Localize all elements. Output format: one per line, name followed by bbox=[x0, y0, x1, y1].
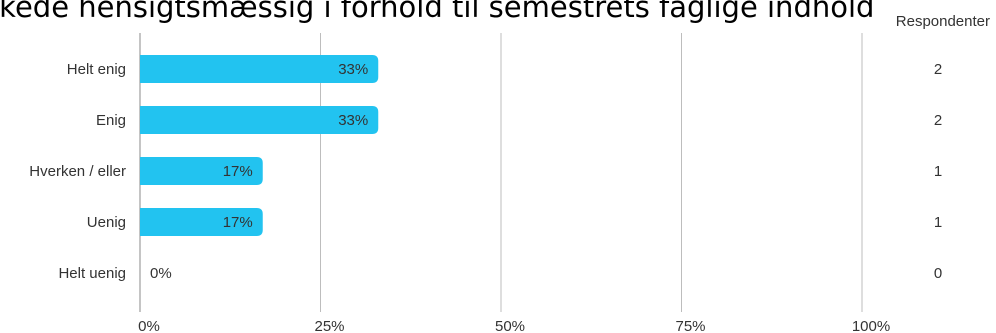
data-label: 17% bbox=[223, 214, 253, 231]
chart-title: Virkede hensigtsmæssig i forhold til sem… bbox=[0, 0, 875, 24]
bar bbox=[140, 55, 379, 83]
data-label: 33% bbox=[338, 112, 368, 129]
category-label: Helt enig bbox=[67, 61, 126, 78]
respondent-count: 2 bbox=[934, 112, 942, 129]
x-tick-label: 0% bbox=[138, 318, 160, 333]
data-label: 17% bbox=[223, 163, 253, 180]
category-label: Hverken / eller bbox=[29, 163, 126, 180]
x-tick-label: 75% bbox=[675, 318, 705, 333]
category-label: Enig bbox=[96, 112, 126, 129]
bar bbox=[140, 157, 263, 185]
respondents-header: Respondenter bbox=[895, 13, 990, 30]
respondent-count: 1 bbox=[934, 214, 942, 231]
bar bbox=[140, 208, 263, 236]
data-label: 33% bbox=[338, 61, 368, 78]
respondent-count: 2 bbox=[934, 61, 942, 78]
x-tick-label: 100% bbox=[852, 318, 890, 333]
respondent-count: 0 bbox=[934, 265, 942, 282]
x-tick-label: 50% bbox=[495, 318, 525, 333]
category-label: Helt uenig bbox=[58, 265, 126, 282]
respondent-count: 1 bbox=[934, 163, 942, 180]
x-tick-label: 25% bbox=[314, 318, 344, 333]
bar bbox=[140, 106, 379, 134]
category-label: Uenig bbox=[87, 214, 126, 231]
data-label: 0% bbox=[150, 265, 172, 282]
